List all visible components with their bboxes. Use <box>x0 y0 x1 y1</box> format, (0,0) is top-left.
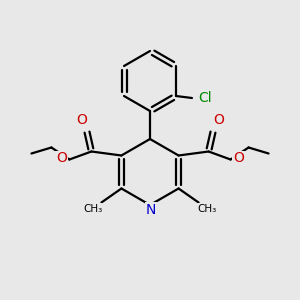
Text: O: O <box>76 113 87 128</box>
Text: O: O <box>56 152 67 166</box>
Text: O: O <box>213 113 224 128</box>
Text: Cl: Cl <box>198 91 212 105</box>
Text: CH₃: CH₃ <box>197 203 216 214</box>
Text: O: O <box>233 152 244 166</box>
Text: N: N <box>146 203 156 217</box>
Text: CH₃: CH₃ <box>84 203 103 214</box>
